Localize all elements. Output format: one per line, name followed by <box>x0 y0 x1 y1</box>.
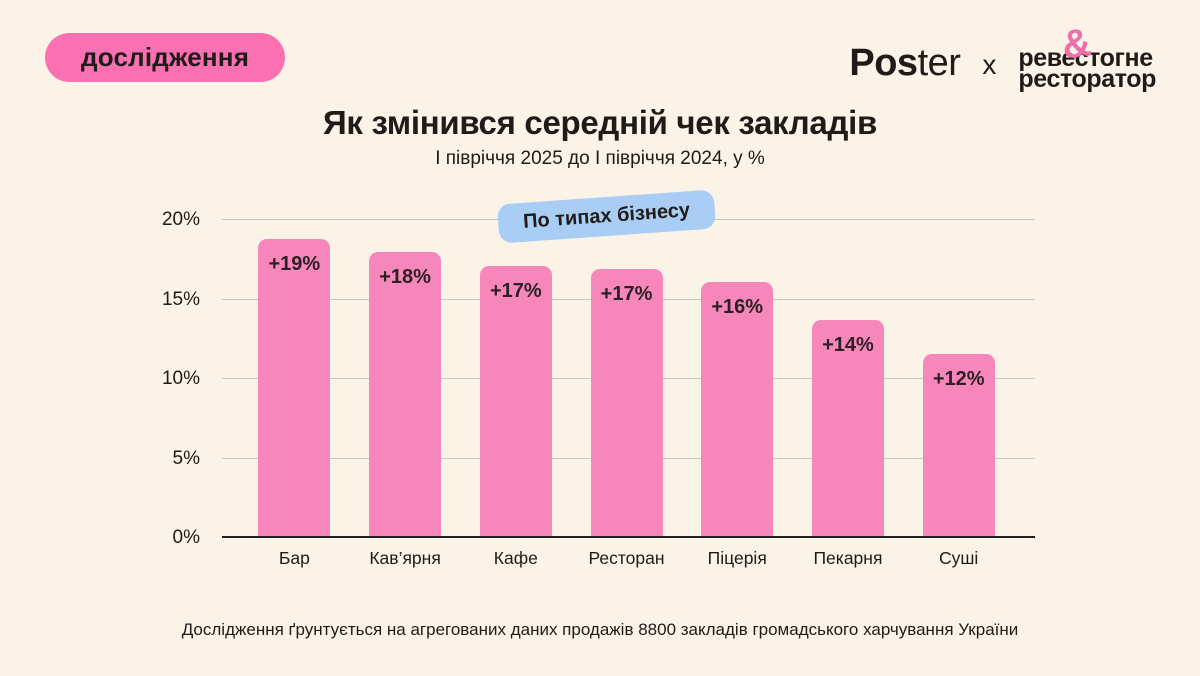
page-title: Як змінився середній чек закладів <box>322 104 877 141</box>
bar: +18% <box>369 251 442 538</box>
y-axis-label: 10% <box>161 368 200 389</box>
bar: +19% <box>258 239 331 538</box>
bar-value-label: +12% <box>932 367 985 390</box>
bar-value-label: +14% <box>822 334 874 357</box>
logo-row: Poster x & ревестогне ресторатор <box>849 20 1156 93</box>
bar-value-label: +17% <box>489 280 542 303</box>
page-subtitle: І півріччя 2025 до І півріччя 2024, у % <box>435 148 765 169</box>
bar-slot: +17% <box>460 266 571 538</box>
poster-logo-bold: Pos <box>849 41 918 84</box>
x-axis-label: Кафе <box>493 548 538 568</box>
bar-slot: +14% <box>793 320 904 538</box>
bar-slot: +19% <box>239 239 350 538</box>
x-axis-line <box>222 536 1035 538</box>
collab-x-separator: x <box>982 49 997 80</box>
bar: +17% <box>590 269 663 538</box>
bar-slot: +18% <box>350 251 461 538</box>
bar-value-label: +17% <box>600 283 653 306</box>
bar-value-label: +16% <box>711 296 764 319</box>
partner-logo-line2: ресторатор <box>1018 65 1156 93</box>
poster-logo-light: ter <box>917 41 961 84</box>
bar-slot: +12% <box>903 353 1014 538</box>
x-axis-label: Суші <box>939 548 979 568</box>
y-axis-label: 20% <box>161 209 200 230</box>
x-axis-label: Бар <box>278 548 310 568</box>
plot-area: +19% +18% +17% +17% +16% +14% +12% <box>222 190 1035 538</box>
bars-container: +19% +18% +17% +17% +16% +14% +12% <box>222 190 1035 538</box>
bar: +17% <box>479 266 552 538</box>
x-axis-labels: Бар Кав’ярня Кафе Ресторан Піцерія Пекарня Суш… <box>222 548 1035 569</box>
bar-slot: +17% <box>571 269 682 538</box>
bar-slot: +16% <box>682 282 793 538</box>
y-axis-label: 0% <box>172 527 200 548</box>
x-axis-label: Кав’ярня <box>369 548 441 568</box>
x-axis-label: Піцерія <box>707 548 767 568</box>
bar-value-label: +18% <box>379 265 431 288</box>
y-axis-label: 5% <box>172 447 200 469</box>
bar: +16% <box>701 282 774 538</box>
footnote: Дослідження ґрунтується на агрегованих д… <box>181 620 1019 639</box>
poster-logo: Poster <box>849 41 961 85</box>
partner-logo-line1: ревестогне <box>1018 44 1153 72</box>
bar-value-label: +19% <box>268 253 321 276</box>
ampersand-icon: & <box>1059 20 1094 68</box>
y-axis-label: 15% <box>161 288 200 310</box>
bar: +12% <box>922 353 995 538</box>
y-axis-labels: 0% 5% 10% 15% 20% <box>130 190 200 548</box>
partner-logo: & ревестогне ресторатор <box>1018 20 1156 93</box>
x-axis-label: Пекарня <box>813 548 883 568</box>
x-axis-label: Ресторан <box>588 548 665 568</box>
bar: +14% <box>811 320 884 538</box>
research-badge: дослідження <box>45 33 286 82</box>
